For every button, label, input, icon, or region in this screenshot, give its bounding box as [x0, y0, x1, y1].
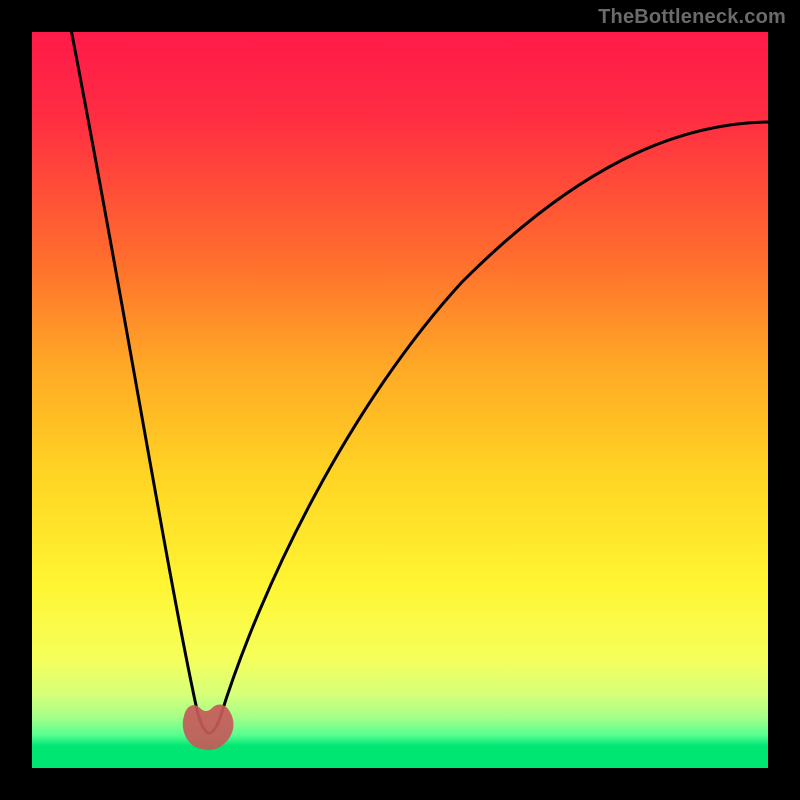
- bottleneck-curve: [70, 32, 768, 733]
- curve-layer: [32, 32, 768, 768]
- minimum-blob: [183, 705, 234, 750]
- watermark-text: TheBottleneck.com: [598, 6, 786, 29]
- plot-area: [32, 32, 768, 768]
- chart-container: TheBottleneck.com: [0, 0, 800, 800]
